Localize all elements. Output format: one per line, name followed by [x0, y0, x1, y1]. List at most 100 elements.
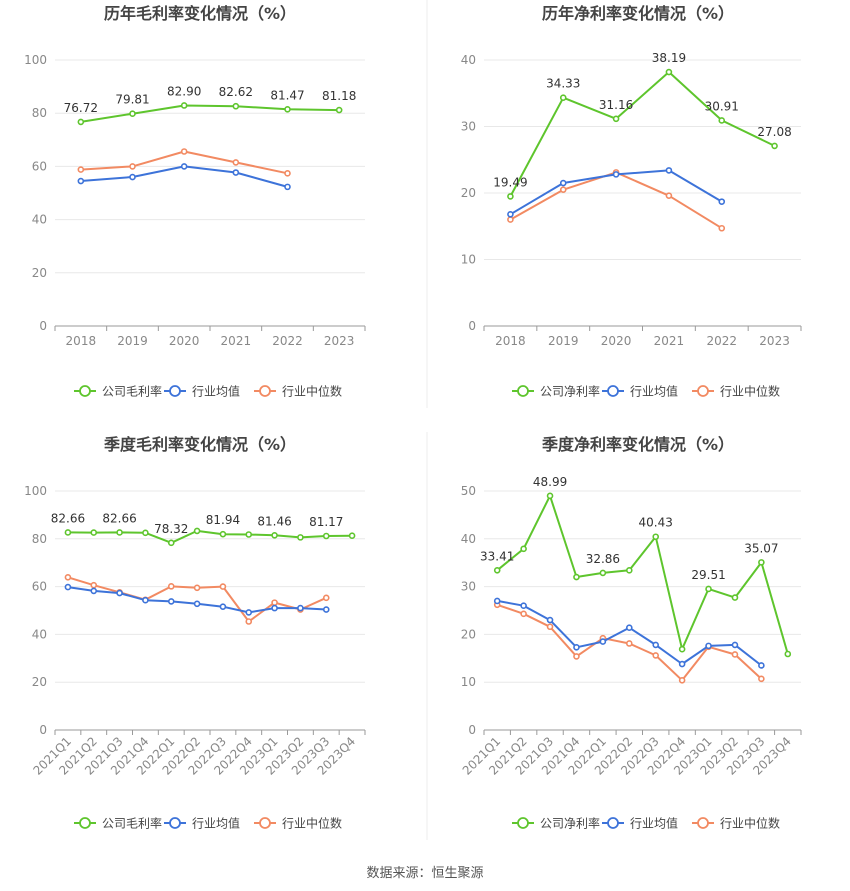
data-point-median	[758, 675, 765, 683]
data-point-company	[245, 531, 253, 538]
data-point-avg	[678, 660, 686, 668]
legend-label: 行业中位数	[282, 816, 342, 831]
x-tick-label: 2023	[324, 334, 355, 348]
y-tick-label: 100	[24, 53, 47, 67]
data-point-company	[90, 529, 98, 536]
data-point-median	[90, 581, 98, 589]
legend-label: 行业中位数	[720, 384, 780, 399]
series-line-avg	[497, 599, 763, 667]
x-tick-label: 2018	[495, 334, 526, 348]
legend-label: 行业均值	[192, 816, 240, 831]
data-label: 81.94	[206, 513, 240, 527]
data-point-median	[245, 618, 253, 625]
x-tick-label: 2021	[654, 334, 685, 348]
legend-marker-avg	[169, 817, 181, 829]
data-label: 81.46	[257, 514, 291, 528]
data-point-median	[64, 573, 72, 581]
data-label: 48.99	[533, 475, 567, 489]
chart-title: 历年毛利率变化情况（%）	[104, 4, 296, 23]
chart-title: 历年净利率变化情况（%）	[542, 4, 734, 23]
data-point-company	[546, 492, 554, 500]
data-point-median	[322, 594, 330, 602]
data-source-note: 数据来源：恒生聚源	[366, 866, 484, 881]
series-line-median	[67, 576, 327, 623]
data-point-company	[718, 117, 726, 124]
y-tick-label: 0	[39, 319, 47, 333]
legend-marker-avg	[607, 817, 619, 829]
data-point-avg	[129, 173, 136, 181]
data-point-company	[520, 545, 527, 553]
data-point-avg	[493, 597, 501, 605]
data-label: 33.41	[480, 549, 514, 563]
data-point-avg	[271, 604, 278, 612]
data-point-company	[678, 645, 686, 653]
series-line-median	[509, 171, 723, 230]
legend-marker-company	[79, 385, 91, 397]
series-line-company	[67, 529, 353, 544]
data-point-company	[705, 585, 712, 593]
data-point-median	[665, 192, 673, 199]
x-tick-label: 2019	[117, 334, 148, 348]
data-label: 81.17	[309, 515, 343, 529]
data-point-company	[784, 650, 792, 658]
data-point-avg	[758, 662, 765, 669]
data-point-avg	[167, 598, 175, 605]
data-point-avg	[219, 603, 227, 610]
data-point-avg	[573, 644, 580, 651]
data-point-avg	[625, 624, 633, 632]
chart-title: 季度毛利率变化情况（%）	[103, 435, 296, 454]
y-tick-label: 40	[461, 53, 476, 67]
data-label: 32.86	[586, 552, 620, 566]
y-tick-label: 20	[461, 186, 476, 200]
y-tick-label: 10	[461, 675, 476, 689]
data-point-median	[507, 216, 514, 223]
legend-marker-median	[697, 817, 709, 829]
data-point-company	[142, 529, 149, 537]
data-point-company	[193, 527, 201, 535]
data-point-company	[64, 529, 72, 536]
data-label: 29.51	[691, 568, 725, 582]
legend-marker-median	[259, 385, 271, 397]
x-tick-label: 2018	[66, 334, 97, 348]
data-label: 78.32	[154, 522, 188, 536]
data-label: 82.66	[51, 511, 85, 525]
x-tick-label: 2020	[601, 334, 632, 348]
data-label: 40.43	[639, 516, 673, 530]
data-point-company	[771, 142, 778, 150]
legend-marker-company	[79, 817, 91, 829]
data-label: 82.62	[219, 85, 253, 99]
x-tick-label: 2022	[706, 334, 737, 348]
y-tick-label: 20	[32, 266, 47, 280]
data-label: 82.90	[167, 84, 201, 98]
chart-panel-3: 季度毛利率变化情况（%）0204060801002021Q12021Q22021…	[24, 435, 366, 831]
data-point-company	[129, 110, 136, 118]
data-point-company	[116, 529, 123, 536]
data-point-company	[219, 530, 227, 538]
data-label: 81.18	[322, 89, 356, 103]
data-point-company	[612, 115, 620, 123]
data-point-avg	[77, 177, 85, 185]
data-point-company	[77, 118, 85, 126]
data-point-company	[559, 94, 567, 102]
data-label: 31.16	[599, 98, 633, 112]
data-point-median	[219, 583, 227, 590]
chart-panel-1: 历年毛利率变化情况（%） 0 20 40 60 80 100 2018 2019 2020 2021…	[24, 4, 366, 399]
legend-label: 行业中位数	[282, 384, 342, 399]
data-point-company	[284, 105, 291, 113]
data-point-company	[507, 193, 514, 200]
data-point-avg	[507, 210, 514, 218]
data-point-median	[193, 584, 201, 592]
legend-label: 公司毛利率	[102, 384, 162, 399]
y-tick-label: 0	[39, 723, 47, 737]
data-point-median	[180, 148, 188, 155]
data-point-company	[599, 569, 607, 577]
data-point-avg	[297, 604, 304, 612]
data-label: 35.07	[744, 541, 778, 555]
data-point-avg	[520, 602, 527, 610]
data-point-median	[559, 186, 567, 193]
data-point-median	[271, 599, 278, 606]
y-tick-label: 50	[461, 484, 476, 498]
y-tick-label: 80	[32, 532, 47, 546]
data-label: 81.47	[270, 88, 304, 102]
